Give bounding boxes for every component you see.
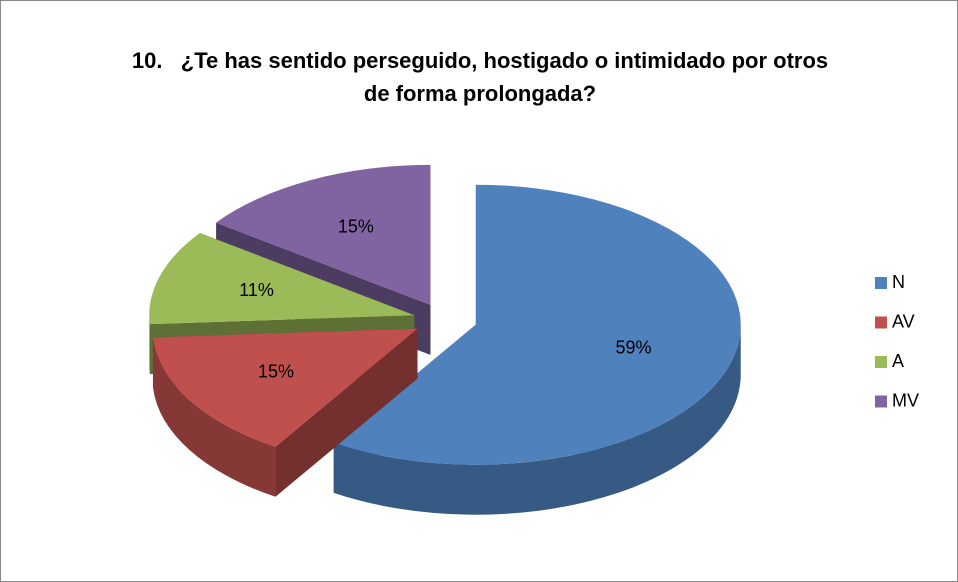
data-label: 15% [338,216,374,236]
legend-swatch [875,316,887,329]
data-label: 11% [239,280,274,300]
data-label: 59% [615,338,651,358]
legend-swatch [875,277,887,289]
pie-side [152,337,276,497]
pie-slice [333,184,741,465]
data-label: 15% [258,362,294,382]
legend-swatch [875,356,887,368]
legend-label: N [892,272,905,292]
pie-side [333,324,741,515]
pie-side [149,315,150,375]
pie-slice [152,328,418,447]
legend-label: AV [892,311,915,331]
legend-swatch [875,395,887,408]
legend-label: A [892,351,904,371]
pie-slice [216,164,431,305]
legend-label: MV [892,390,919,410]
chart-title: 10. ¿Te has sentido perseguido, hostigad… [131,48,835,106]
pie-slice [149,232,415,325]
